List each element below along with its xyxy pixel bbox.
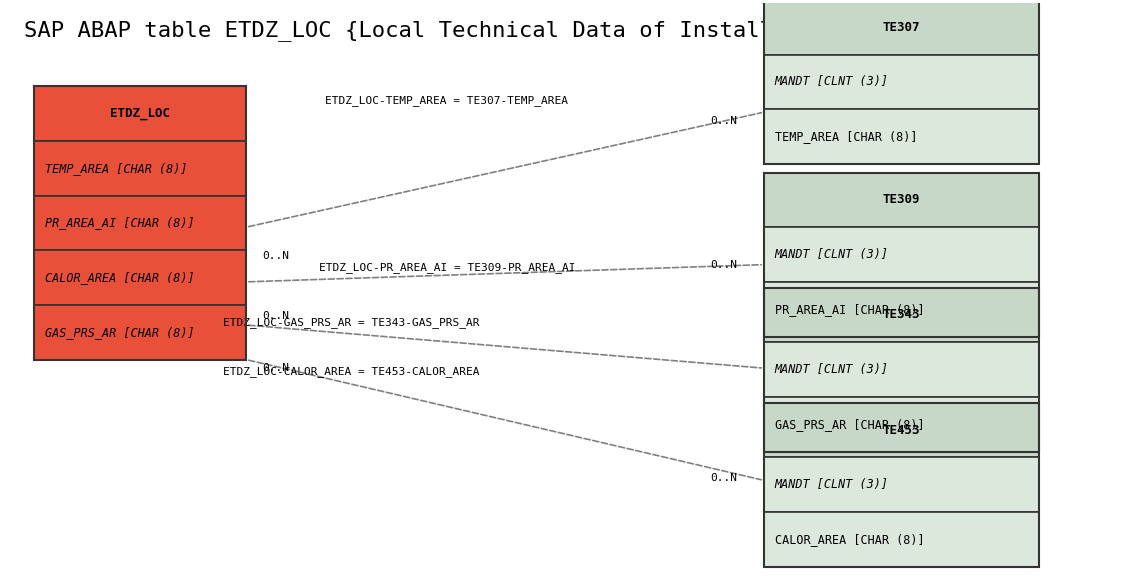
FancyBboxPatch shape [765,288,1039,342]
FancyBboxPatch shape [765,0,1039,55]
Text: MANDT [CLNT (3)]: MANDT [CLNT (3)] [775,248,889,261]
FancyBboxPatch shape [765,342,1039,397]
Text: CALOR_AREA [CHAR (8)]: CALOR_AREA [CHAR (8)] [775,533,924,546]
Text: TE343: TE343 [882,309,920,321]
Text: 0..N: 0..N [262,311,289,321]
FancyBboxPatch shape [35,196,245,250]
FancyBboxPatch shape [765,227,1039,282]
Text: ETDZ_LOC-TEMP_AREA = TE307-TEMP_AREA: ETDZ_LOC-TEMP_AREA = TE307-TEMP_AREA [325,95,568,106]
Text: SAP ABAP table ETDZ_LOC {Local Technical Data of Installed Register}: SAP ABAP table ETDZ_LOC {Local Technical… [24,20,934,41]
Text: MANDT [CLNT (3)]: MANDT [CLNT (3)] [775,363,889,376]
Text: 0..N: 0..N [262,251,289,261]
Text: 0..N: 0..N [711,260,738,270]
Text: 0..N: 0..N [262,363,289,373]
Text: TEMP_AREA [CHAR (8)]: TEMP_AREA [CHAR (8)] [45,162,187,175]
Text: ETDZ_LOC-CALOR_AREA = TE453-CALOR_AREA: ETDZ_LOC-CALOR_AREA = TE453-CALOR_AREA [223,365,480,376]
FancyBboxPatch shape [765,457,1039,512]
Text: PR_AREA_AI [CHAR (8)]: PR_AREA_AI [CHAR (8)] [775,303,924,315]
FancyBboxPatch shape [35,86,245,141]
Text: TE307: TE307 [882,21,920,34]
FancyBboxPatch shape [765,403,1039,457]
Text: GAS_PRS_AR [CHAR (8)]: GAS_PRS_AR [CHAR (8)] [775,418,924,431]
Text: MANDT [CLNT (3)]: MANDT [CLNT (3)] [775,76,889,88]
FancyBboxPatch shape [765,173,1039,227]
Text: TEMP_AREA [CHAR (8)]: TEMP_AREA [CHAR (8)] [775,130,917,143]
FancyBboxPatch shape [765,512,1039,566]
Text: TE453: TE453 [882,424,920,436]
FancyBboxPatch shape [35,305,245,360]
FancyBboxPatch shape [765,397,1039,451]
FancyBboxPatch shape [765,282,1039,336]
Text: TE309: TE309 [882,193,920,206]
Text: ETDZ_LOC-GAS_PRS_AR = TE343-GAS_PRS_AR: ETDZ_LOC-GAS_PRS_AR = TE343-GAS_PRS_AR [223,317,480,328]
Text: CALOR_AREA [CHAR (8)]: CALOR_AREA [CHAR (8)] [45,271,195,284]
Text: ETDZ_LOC: ETDZ_LOC [110,107,170,120]
FancyBboxPatch shape [35,141,245,196]
Text: 0..N: 0..N [711,116,738,125]
FancyBboxPatch shape [35,250,245,305]
Text: MANDT [CLNT (3)]: MANDT [CLNT (3)] [775,478,889,491]
FancyBboxPatch shape [765,55,1039,109]
Text: 0..N: 0..N [711,472,738,482]
FancyBboxPatch shape [765,109,1039,164]
Text: PR_AREA_AI [CHAR (8)]: PR_AREA_AI [CHAR (8)] [45,216,195,229]
Text: ETDZ_LOC-PR_AREA_AI = TE309-PR_AREA_AI: ETDZ_LOC-PR_AREA_AI = TE309-PR_AREA_AI [318,262,575,273]
Text: GAS_PRS_AR [CHAR (8)]: GAS_PRS_AR [CHAR (8)] [45,326,195,339]
